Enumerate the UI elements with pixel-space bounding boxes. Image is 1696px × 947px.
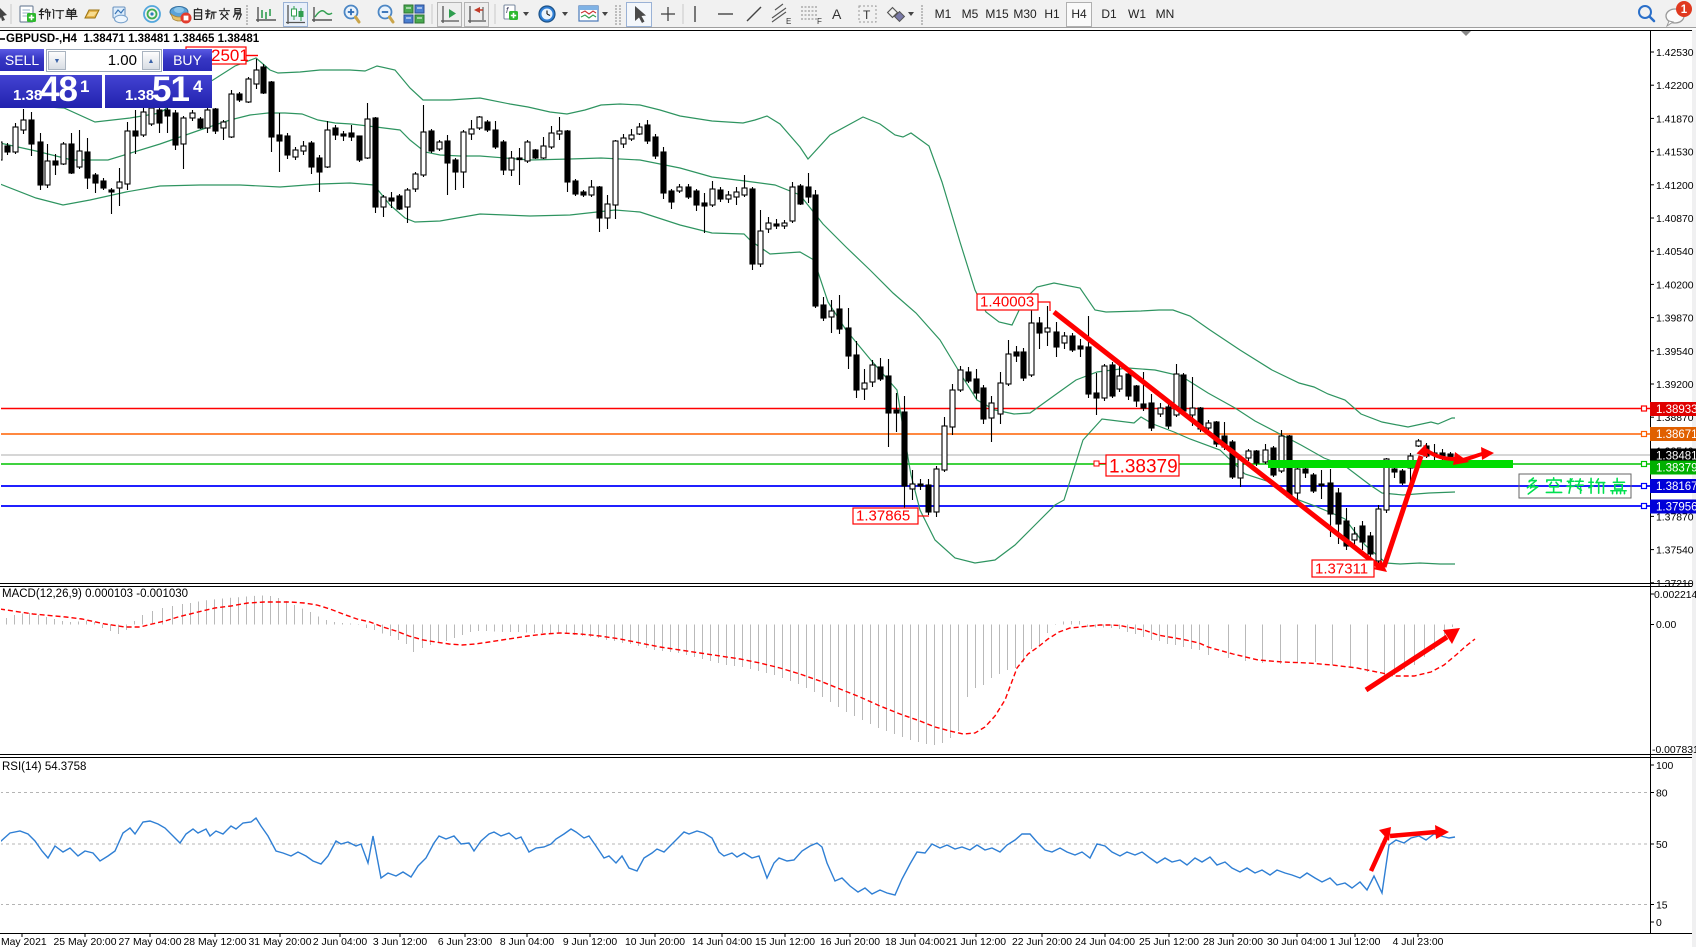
svg-text:M15: M15	[985, 7, 1009, 21]
svg-text:10 Jun 20:00: 10 Jun 20:00	[625, 937, 685, 947]
svg-text:1.38379: 1.38379	[1656, 463, 1696, 475]
svg-text:F: F	[817, 17, 822, 26]
svg-text:8 Jun 04:00: 8 Jun 04:00	[500, 937, 555, 947]
svg-text:1.41870: 1.41870	[1656, 114, 1694, 125]
svg-text:1 Jul 12:00: 1 Jul 12:00	[1330, 937, 1381, 947]
svg-text:14 Jun 04:00: 14 Jun 04:00	[692, 937, 752, 947]
svg-text:28 May 12:00: 28 May 12:00	[184, 937, 247, 947]
svg-text:1.40200: 1.40200	[1656, 280, 1694, 291]
svg-text:May 2021: May 2021	[1, 937, 47, 947]
svg-text:1.39540: 1.39540	[1656, 347, 1694, 358]
svg-text:50: 50	[1656, 840, 1668, 851]
svg-text:W1: W1	[1128, 7, 1146, 21]
svg-text:1.38933: 1.38933	[1656, 404, 1696, 416]
svg-text:RSI(14) 54.3758: RSI(14) 54.3758	[2, 761, 86, 773]
svg-text:4 Jul 23:00: 4 Jul 23:00	[1393, 937, 1444, 947]
svg-text:M30: M30	[1013, 7, 1037, 21]
svg-text:1.40540: 1.40540	[1656, 247, 1694, 258]
svg-text:1.38379: 1.38379	[1109, 457, 1178, 478]
svg-text:E: E	[786, 17, 791, 26]
svg-text:1.38671: 1.38671	[1656, 429, 1696, 441]
svg-text:1.37956: 1.37956	[1656, 502, 1696, 514]
svg-text:H4: H4	[1071, 7, 1087, 21]
svg-text:D1: D1	[1101, 7, 1117, 21]
svg-text:25 May 20:00: 25 May 20:00	[54, 937, 117, 947]
svg-text:22 Jun 20:00: 22 Jun 20:00	[1012, 937, 1072, 947]
svg-text:1.37210: 1.37210	[1656, 579, 1694, 590]
svg-text:1.40003: 1.40003	[980, 294, 1034, 311]
svg-text:1.37870: 1.37870	[1656, 512, 1694, 523]
svg-text:100: 100	[1656, 761, 1674, 772]
svg-text:2 Jun 04:00: 2 Jun 04:00	[313, 937, 368, 947]
svg-text:f: f	[506, 6, 509, 15]
svg-text:2501: 2501	[211, 46, 249, 65]
svg-text:MACD(12,26,9) 0.000103 -0.0010: MACD(12,26,9) 0.000103 -0.001030	[2, 588, 188, 600]
svg-text:1.40870: 1.40870	[1656, 214, 1694, 225]
svg-text:80: 80	[1656, 789, 1668, 800]
svg-text:18 Jun 04:00: 18 Jun 04:00	[885, 937, 945, 947]
svg-text:16 Jun 20:00: 16 Jun 20:00	[820, 937, 880, 947]
svg-text:15 Jun 12:00: 15 Jun 12:00	[755, 937, 815, 947]
svg-text:28 Jun 20:00: 28 Jun 20:00	[1203, 937, 1263, 947]
svg-text:25 Jun 12:00: 25 Jun 12:00	[1139, 937, 1199, 947]
svg-text:30 Jun 04:00: 30 Jun 04:00	[1267, 937, 1327, 947]
svg-text:1.38167: 1.38167	[1656, 481, 1696, 493]
svg-text:M5: M5	[962, 7, 979, 21]
svg-text:1: 1	[1681, 4, 1688, 16]
svg-text:9 Jun 12:00: 9 Jun 12:00	[563, 937, 618, 947]
svg-text:1.37311: 1.37311	[1315, 561, 1368, 578]
svg-text:M1: M1	[935, 7, 952, 21]
svg-text:15: 15	[1656, 901, 1668, 912]
svg-text:MN: MN	[1156, 7, 1175, 21]
svg-text:0.002214: 0.002214	[1654, 590, 1696, 601]
svg-text:0: 0	[1656, 918, 1662, 929]
svg-text:31 May 20:00: 31 May 20:00	[249, 937, 312, 947]
svg-text:1.39870: 1.39870	[1656, 314, 1694, 325]
svg-text:21 Jun 12:00: 21 Jun 12:00	[946, 937, 1006, 947]
svg-text:1.37865: 1.37865	[856, 508, 910, 525]
svg-text:1.42530: 1.42530	[1656, 48, 1694, 59]
svg-text:24 Jun 04:00: 24 Jun 04:00	[1075, 937, 1135, 947]
svg-text:-0.007831: -0.007831	[1652, 745, 1696, 756]
svg-text:1.39200: 1.39200	[1656, 380, 1694, 391]
svg-text:1.42200: 1.42200	[1656, 81, 1694, 92]
svg-text:A: A	[832, 6, 842, 22]
svg-text:1.38481: 1.38481	[1656, 451, 1696, 463]
svg-text:1.38870: 1.38870	[1656, 413, 1694, 424]
svg-text:1.41530: 1.41530	[1656, 148, 1694, 159]
svg-text:1.37540: 1.37540	[1656, 546, 1694, 557]
svg-text:0.00: 0.00	[1656, 620, 1676, 631]
svg-text:T: T	[863, 8, 871, 22]
svg-text:3 Jun 12:00: 3 Jun 12:00	[373, 937, 428, 947]
svg-text:27 May 04:00: 27 May 04:00	[119, 937, 182, 947]
svg-text:H1: H1	[1044, 7, 1060, 21]
svg-text:6 Jun 23:00: 6 Jun 23:00	[438, 937, 493, 947]
svg-text:1.41200: 1.41200	[1656, 181, 1694, 192]
